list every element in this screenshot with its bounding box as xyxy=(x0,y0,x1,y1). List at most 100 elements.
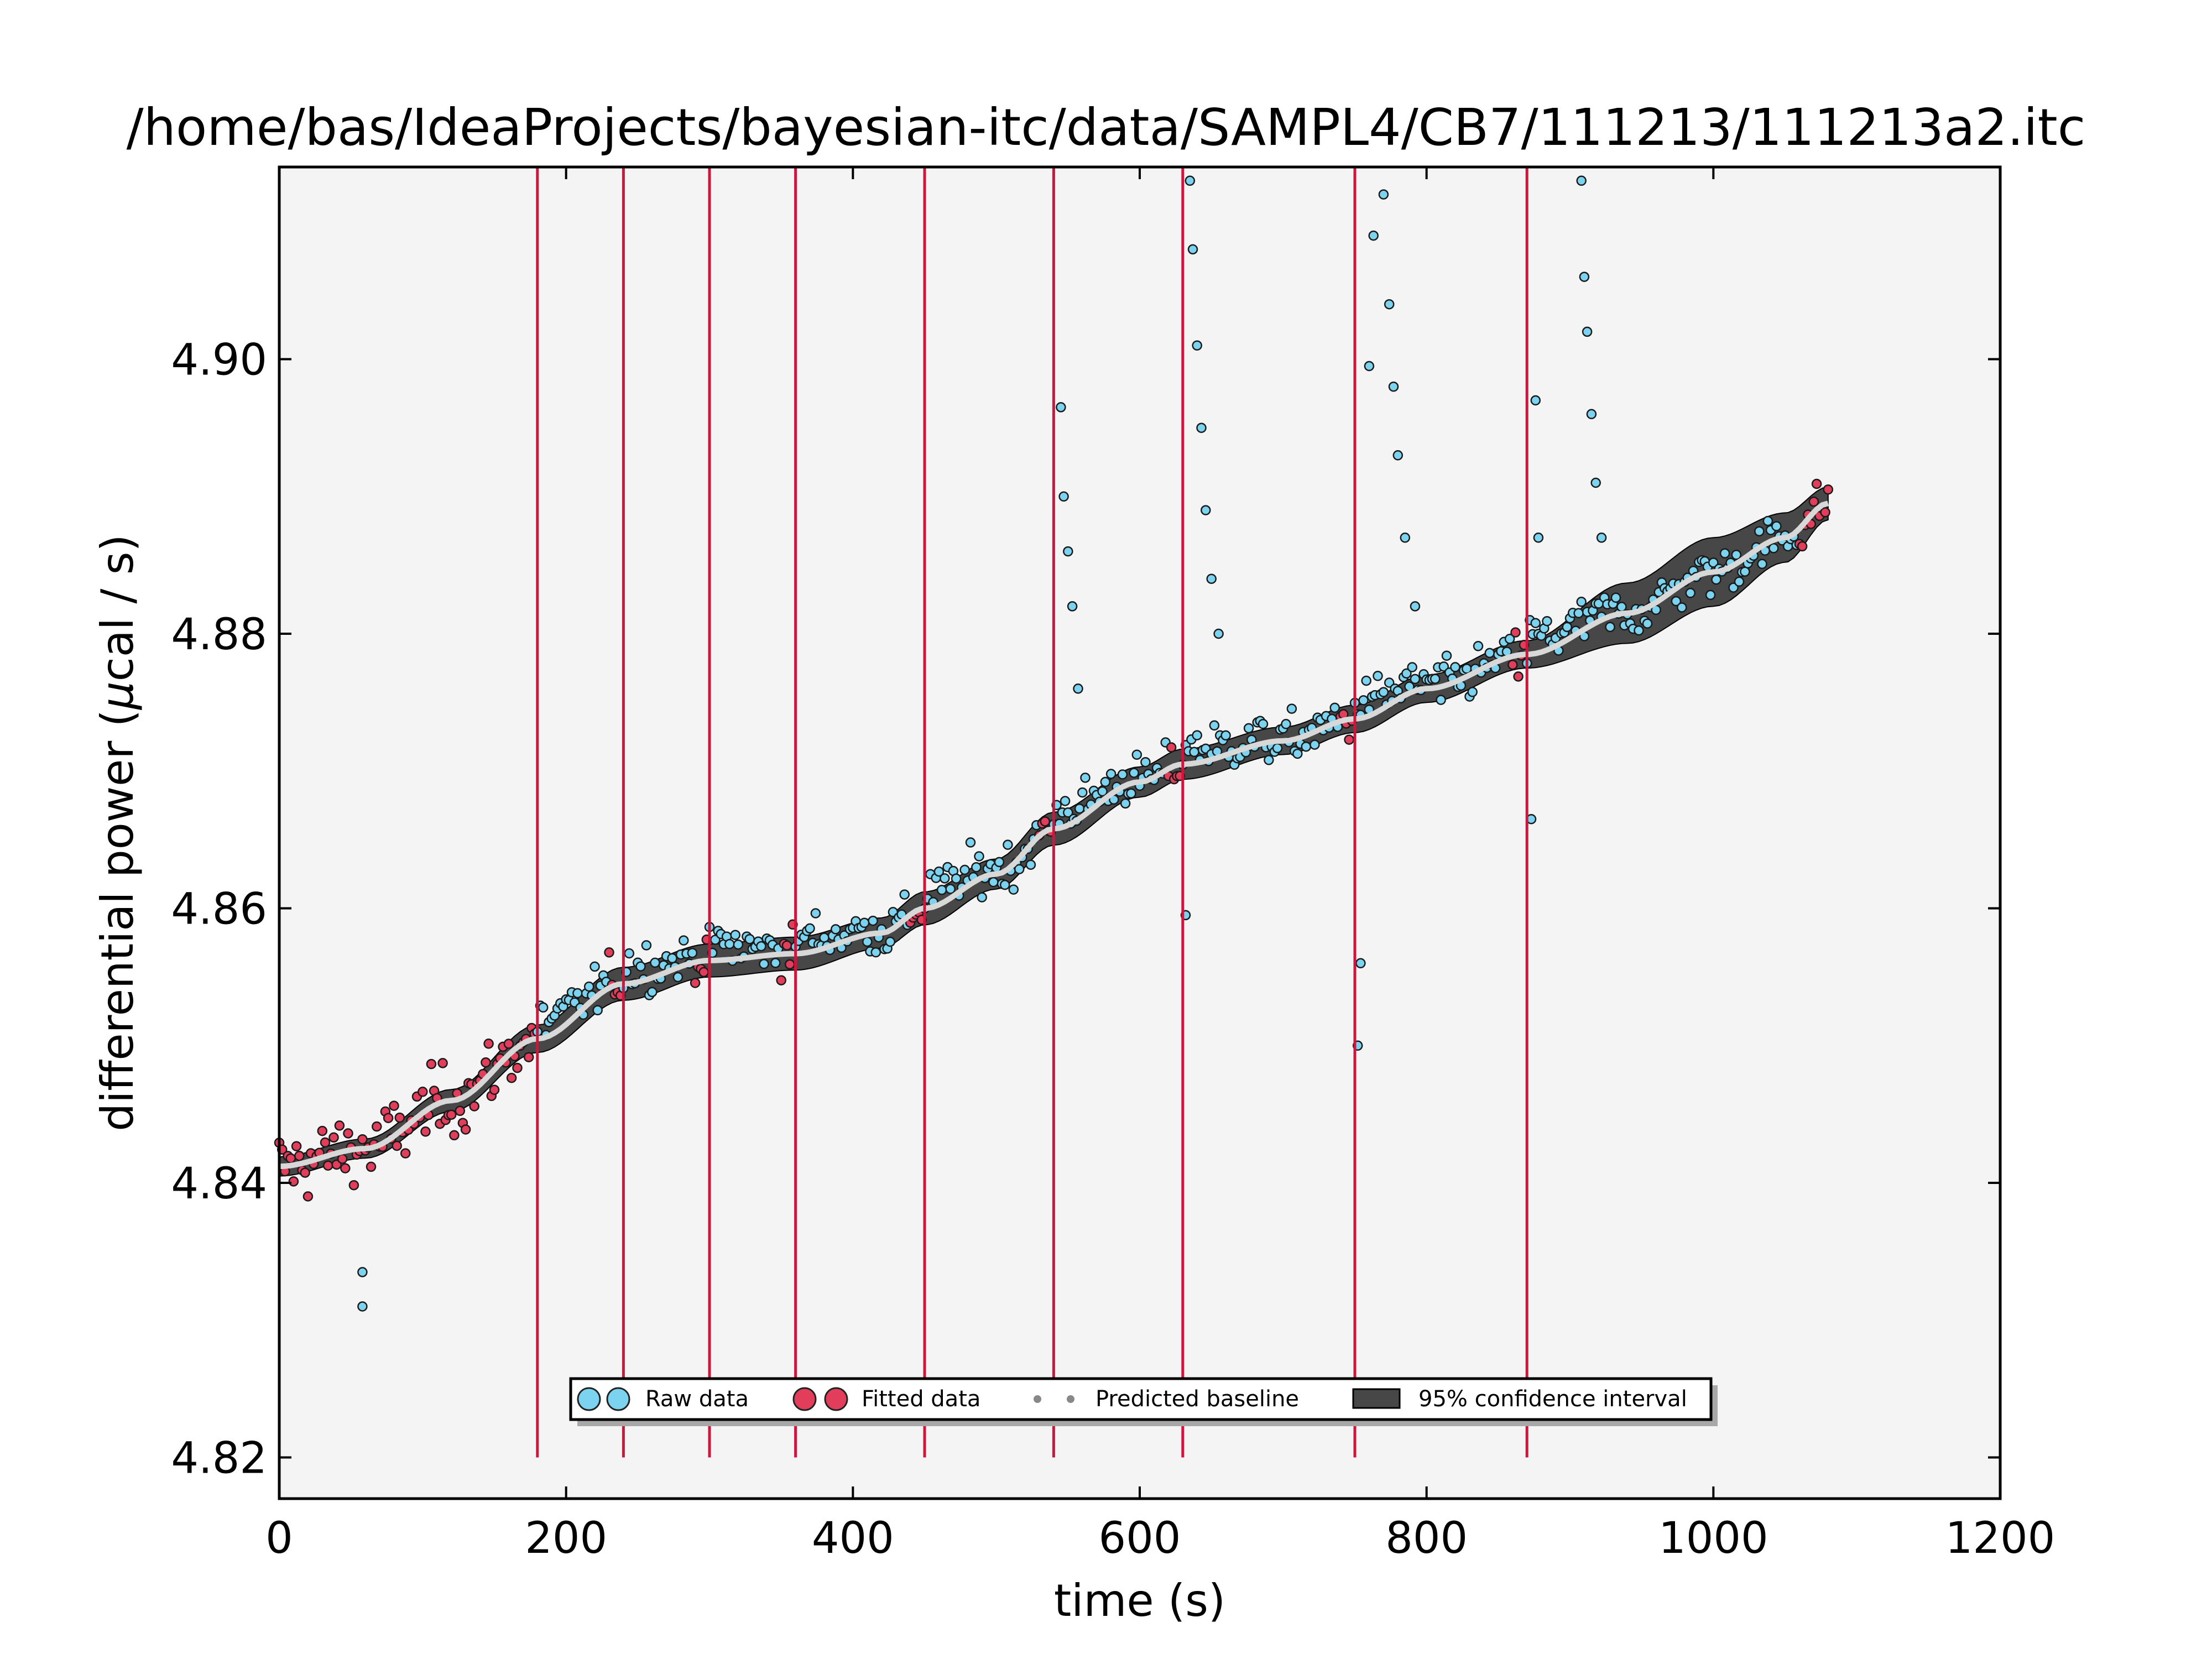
raw-data-point xyxy=(1605,622,1615,633)
legend-box xyxy=(569,1377,1713,1421)
raw-data-point xyxy=(1542,615,1552,627)
fitted-data-point xyxy=(1808,496,1819,507)
raw-data-point xyxy=(977,892,987,902)
fitted-data-point xyxy=(320,1137,331,1148)
raw-data-point xyxy=(936,885,947,895)
fitted-data-point xyxy=(392,1140,402,1151)
raw-data-point xyxy=(1438,661,1449,672)
raw-data-point xyxy=(965,837,976,848)
fitted-data-point xyxy=(357,1134,368,1145)
raw-data-point xyxy=(1671,596,1682,607)
y-tick-label: 4.88 xyxy=(171,610,267,660)
x-tick-label: 600 xyxy=(1099,1514,1181,1563)
legend: Raw data Fitted data Predicted baseline … xyxy=(569,1377,1718,1426)
fitted-data-point xyxy=(784,959,795,970)
raw-data-point xyxy=(971,862,982,873)
raw-data-point xyxy=(1754,526,1765,536)
raw-data-point xyxy=(1003,839,1013,850)
fitted-data-point xyxy=(481,1057,491,1068)
raw-data-point xyxy=(1373,671,1383,681)
raw-data-point xyxy=(1757,559,1767,570)
raw-data-point xyxy=(994,857,1005,868)
raw-data-point xyxy=(859,917,870,928)
raw-data-point xyxy=(1140,757,1151,768)
raw-data-point xyxy=(1473,641,1484,651)
raw-data-point xyxy=(1384,299,1395,310)
raw-data-point xyxy=(1734,576,1745,587)
fitted-data-point xyxy=(1040,816,1051,827)
raw-data-point xyxy=(1129,768,1139,778)
raw-data-point xyxy=(1120,798,1131,809)
fitted-data-point xyxy=(285,1153,296,1164)
fitted-data-point xyxy=(506,1072,517,1083)
raw-data-point xyxy=(1400,533,1411,543)
fitted-data-point xyxy=(340,1163,351,1173)
raw-data-point xyxy=(1117,769,1128,780)
x-tick-label: 400 xyxy=(812,1514,894,1563)
raw-data-point xyxy=(1634,625,1644,636)
raw-data-point xyxy=(1368,230,1379,241)
raw-data-point xyxy=(1530,395,1541,406)
legend-baseline-marker-2 xyxy=(1067,1395,1074,1403)
raw-data-point xyxy=(1073,684,1083,694)
raw-data-point xyxy=(1533,533,1544,543)
fitted-data-point xyxy=(1510,627,1521,638)
raw-data-point xyxy=(1768,543,1779,554)
raw-data-point xyxy=(1467,687,1478,697)
raw-data-point xyxy=(1462,664,1472,674)
legend-baseline-marker-1 xyxy=(1034,1395,1041,1403)
legend-ci-label: 95% confidence interval xyxy=(1418,1386,1687,1412)
raw-data-point xyxy=(1074,803,1085,814)
raw-data-point xyxy=(1056,402,1066,413)
fitted-data-point xyxy=(1507,659,1518,670)
raw-data-point xyxy=(1213,628,1224,639)
raw-data-point xyxy=(805,923,815,934)
raw-data-point xyxy=(1430,674,1441,684)
raw-data-point xyxy=(1401,668,1412,679)
raw-data-point xyxy=(1258,718,1269,729)
legend-baseline-label: Predicted baseline xyxy=(1095,1386,1299,1412)
raw-data-point xyxy=(1126,788,1136,799)
fitted-data-point xyxy=(503,1039,514,1049)
fitted-data-point xyxy=(394,1112,405,1123)
fitted-data-point xyxy=(288,1176,299,1187)
raw-data-point xyxy=(868,915,878,926)
raw-data-point xyxy=(592,1005,603,1016)
fitted-data-point xyxy=(418,1087,428,1097)
fitted-data-point xyxy=(372,1121,382,1132)
fitted-data-point xyxy=(400,1148,411,1159)
legend-fitted-label: Fitted data xyxy=(862,1386,980,1412)
raw-data-point xyxy=(1189,747,1199,758)
raw-data-point xyxy=(1685,588,1696,598)
raw-data-point xyxy=(1077,787,1088,798)
raw-data-point xyxy=(733,939,744,950)
raw-data-point xyxy=(687,947,698,958)
fitted-data-point xyxy=(389,1100,399,1111)
raw-data-point xyxy=(1192,340,1202,351)
raw-data-point xyxy=(1642,618,1653,629)
raw-data-point xyxy=(1201,505,1211,515)
raw-data-point xyxy=(759,958,769,969)
raw-data-point xyxy=(770,958,781,968)
raw-data-point xyxy=(583,981,594,992)
fitted-data-point xyxy=(455,1105,466,1117)
raw-data-point xyxy=(940,873,950,884)
raw-data-point xyxy=(1364,361,1375,372)
raw-data-point xyxy=(933,866,945,877)
fitted-data-point xyxy=(1820,507,1830,518)
legend-fitted-marker-2 xyxy=(824,1387,848,1411)
fitted-data-point xyxy=(366,1161,377,1172)
raw-data-point xyxy=(1504,634,1515,644)
raw-data-point xyxy=(1067,601,1078,612)
raw-data-point xyxy=(730,930,740,940)
fitted-data-point xyxy=(449,1130,460,1141)
raw-data-point xyxy=(672,972,684,983)
raw-data-point xyxy=(1378,687,1389,697)
raw-data-point xyxy=(1272,743,1283,754)
fitted-data-point xyxy=(1823,484,1834,495)
legend-raw-marker-2 xyxy=(606,1387,630,1411)
raw-data-point xyxy=(1562,622,1573,633)
raw-data-point xyxy=(810,908,821,919)
raw-data-point xyxy=(885,936,896,947)
